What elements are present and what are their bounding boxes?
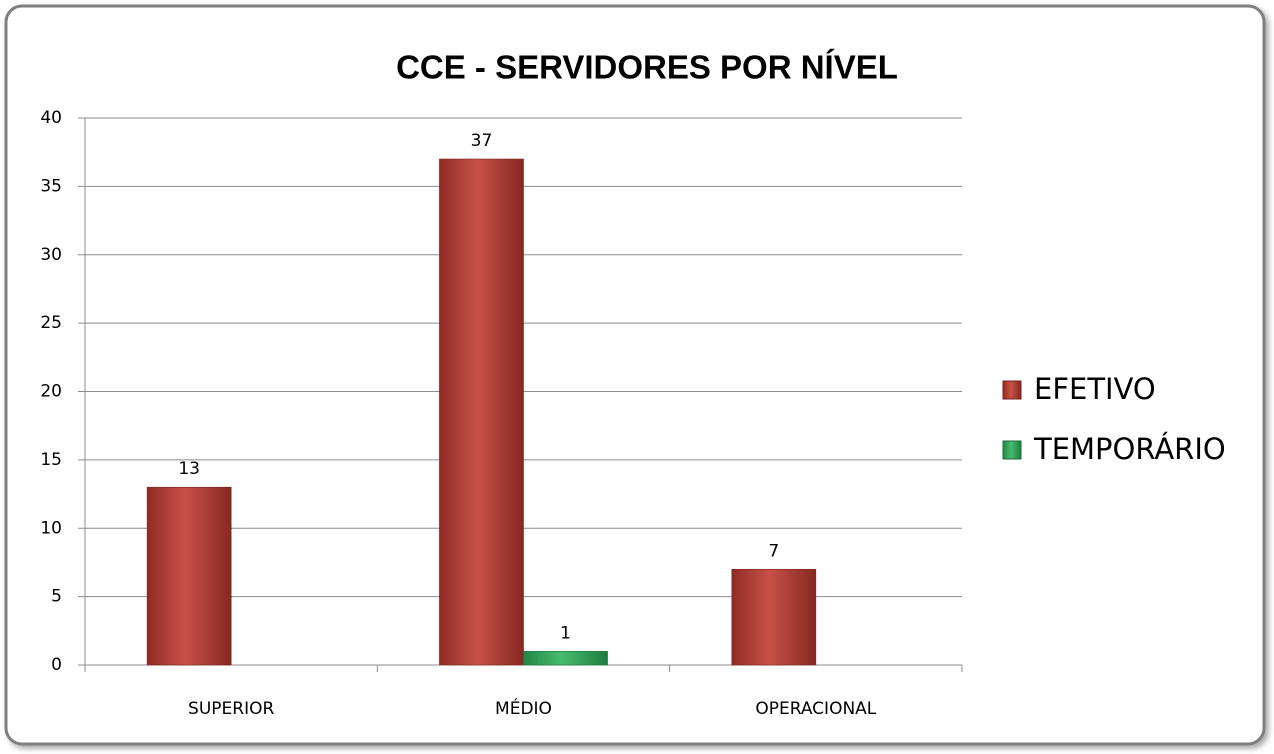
bar: [731, 568, 817, 666]
y-tick-label: 15: [40, 450, 62, 470]
legend-swatch: [1002, 380, 1022, 400]
bar: [439, 158, 524, 666]
data-label: 1: [560, 623, 571, 643]
data-label: 13: [178, 459, 200, 479]
data-label: 37: [471, 131, 493, 151]
y-tick-label: 40: [40, 108, 62, 128]
chart-frame: [4, 4, 1266, 746]
y-tick-label: 0: [51, 655, 62, 675]
y-tick-label: 35: [40, 176, 62, 196]
y-tick-label: 30: [40, 245, 62, 265]
y-tick-label: 10: [40, 518, 62, 538]
x-tick-label: OPERACIONAL: [755, 699, 876, 719]
legend-label: TEMPORÁRIO: [1033, 432, 1226, 466]
legend-swatch: [1002, 440, 1022, 460]
y-tick-label: 20: [40, 382, 62, 402]
x-tick-label: SUPERIOR: [188, 699, 274, 719]
data-label: 7: [768, 541, 779, 561]
bar: [523, 651, 608, 666]
y-tick-label: 25: [40, 313, 62, 333]
bar: [146, 486, 232, 666]
chart-title: CCE - SERVIDORES POR NÍVEL: [396, 49, 898, 86]
y-tick-label: 5: [51, 587, 62, 607]
x-tick-label: MÉDIO: [495, 697, 552, 719]
legend-label: EFETIVO: [1034, 372, 1156, 406]
